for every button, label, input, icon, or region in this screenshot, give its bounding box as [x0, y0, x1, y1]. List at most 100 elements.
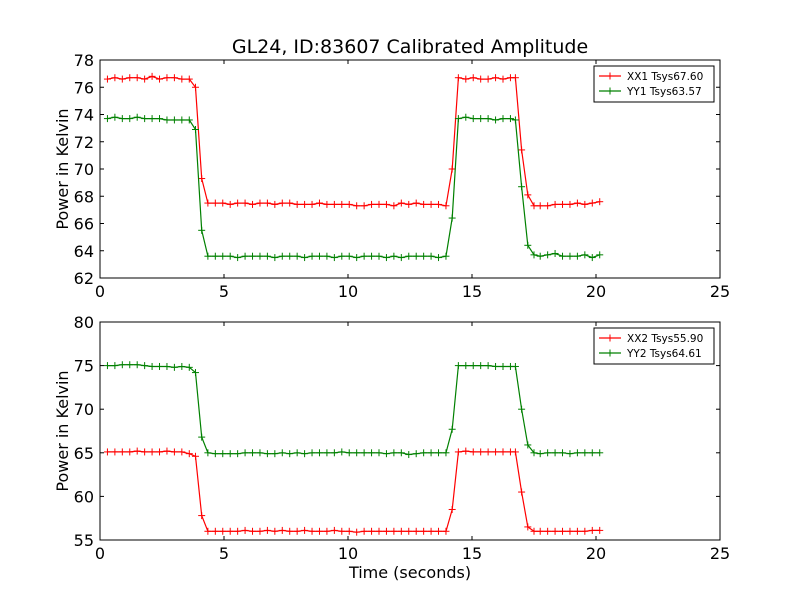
data-point — [156, 115, 164, 123]
data-point — [551, 527, 559, 535]
data-point — [530, 527, 538, 535]
data-point — [469, 74, 477, 82]
data-point — [382, 450, 390, 458]
data-point — [204, 527, 212, 535]
data-point — [544, 449, 552, 457]
data-point — [211, 450, 219, 458]
data-point — [375, 449, 383, 457]
y-tick-label: 76 — [74, 78, 94, 97]
data-point — [390, 527, 398, 535]
data-point — [484, 75, 492, 83]
data-point — [133, 113, 141, 121]
x-tick-label: 0 — [95, 544, 105, 563]
data-point — [588, 199, 596, 207]
y-tick-label: 70 — [74, 160, 94, 179]
data-point — [484, 448, 492, 456]
data-point — [530, 202, 538, 210]
data-point — [442, 202, 450, 210]
bottom-panel: 0 5 10 15 20 25 55 60 65 70 75 80 Power in Kelvin XX2… — [53, 313, 730, 563]
data-point — [353, 449, 361, 457]
data-point — [219, 450, 227, 458]
data-point — [390, 252, 398, 260]
data-point — [559, 449, 567, 457]
data-point — [448, 214, 456, 222]
data-point — [345, 252, 353, 260]
data-point — [420, 527, 428, 535]
x-tick-label: 15 — [462, 282, 482, 301]
data-point — [518, 488, 526, 496]
data-point — [156, 448, 164, 456]
data-point — [148, 448, 156, 456]
data-point — [566, 200, 574, 208]
data-point — [330, 449, 338, 457]
y-tick-label: 65 — [74, 444, 94, 463]
data-point — [234, 450, 242, 458]
data-point — [241, 526, 249, 534]
legend: XX1 Tsys67.60 YY1 Tsys63.57 — [593, 65, 715, 103]
data-point — [315, 199, 323, 207]
data-point — [103, 75, 111, 83]
data-point — [198, 175, 206, 183]
data-point — [271, 450, 279, 458]
data-point — [566, 527, 574, 535]
data-point — [442, 252, 450, 260]
data-point — [191, 83, 199, 91]
data-point — [204, 252, 212, 260]
y-tick-label: 68 — [74, 187, 94, 206]
data-point — [263, 450, 271, 458]
data-point — [191, 452, 199, 460]
data-point — [442, 527, 450, 535]
data-point — [170, 448, 178, 456]
data-point — [375, 200, 383, 208]
data-point — [420, 200, 428, 208]
data-point — [448, 425, 456, 433]
data-point — [511, 74, 519, 82]
data-point — [412, 527, 420, 535]
data-point — [271, 254, 279, 262]
data-point — [103, 115, 111, 123]
data-point — [338, 527, 346, 535]
data-point — [559, 200, 567, 208]
data-point — [191, 369, 199, 377]
data-point — [544, 202, 552, 210]
data-point — [375, 252, 383, 260]
data-point — [118, 75, 126, 83]
data-point — [536, 252, 544, 260]
data-point — [484, 362, 492, 370]
data-point — [126, 115, 134, 123]
data-point — [141, 448, 149, 456]
data-point — [499, 115, 507, 123]
data-point — [163, 116, 171, 124]
data-point — [234, 254, 242, 262]
y-tick-label: 72 — [74, 133, 94, 152]
data-point — [141, 115, 149, 123]
data-point — [286, 450, 294, 458]
data-point — [163, 447, 171, 455]
figure-title: GL24, ID:83607 Calibrated Amplitude — [232, 36, 588, 58]
data-point — [454, 362, 462, 370]
data-point — [530, 449, 538, 457]
legend-label: YY2 Tsys64.61 — [626, 348, 702, 360]
data-point — [156, 362, 164, 370]
data-point — [397, 254, 405, 262]
data-point — [588, 526, 596, 534]
data-point — [278, 199, 286, 207]
y-tick-label: 78 — [74, 51, 94, 70]
data-point — [263, 526, 271, 534]
data-point — [412, 199, 420, 207]
data-point — [368, 252, 376, 260]
data-point — [170, 116, 178, 124]
data-point — [462, 113, 470, 121]
data-point — [551, 200, 559, 208]
data-point — [278, 449, 286, 457]
data-point — [263, 252, 271, 260]
data-point — [435, 254, 443, 262]
data-point — [103, 448, 111, 456]
data-point — [536, 450, 544, 458]
data-point — [353, 202, 361, 210]
data-point — [499, 448, 507, 456]
data-point — [211, 252, 219, 260]
data-point — [219, 252, 227, 260]
x-tick-label: 10 — [338, 282, 358, 301]
x-tick-label: 5 — [219, 544, 229, 563]
